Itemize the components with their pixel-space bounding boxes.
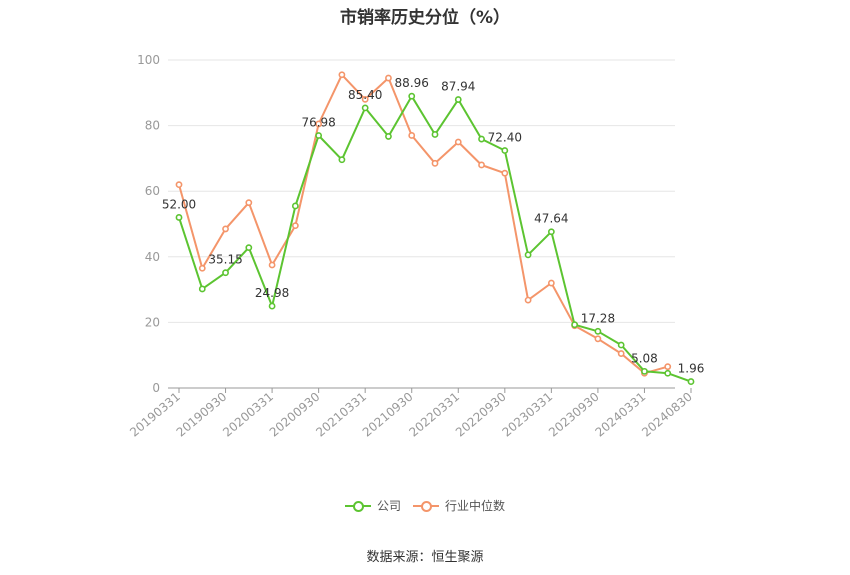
data-label: 1.96	[678, 362, 705, 376]
data-point-industry	[291, 222, 299, 230]
data-point-company	[315, 132, 323, 139]
data-point-company	[408, 92, 416, 100]
data-point-industry	[594, 335, 602, 343]
chart-legend: 公司 行业中位数	[0, 497, 850, 514]
y-tick-label: 0	[152, 381, 160, 395]
data-point-industry	[547, 279, 555, 287]
x-tick-label: 20210930	[360, 390, 416, 440]
data-label: 24.98	[255, 286, 289, 300]
data-label: 35.15	[208, 253, 242, 267]
data-point-company	[361, 104, 369, 112]
legend-label-industry: 行业中位数	[445, 499, 506, 513]
data-point-company	[571, 321, 579, 329]
legend-swatch-industry	[413, 499, 439, 513]
data-point-company	[547, 228, 555, 236]
y-tick-label: 20	[145, 315, 160, 329]
data-point-company	[268, 302, 276, 310]
data-label: 76.98	[301, 116, 335, 130]
x-tick-label: 20210331	[313, 390, 369, 440]
data-point-industry	[268, 261, 276, 269]
data-label: 17.28	[581, 311, 615, 325]
data-point-industry	[501, 169, 509, 177]
data-point-industry	[222, 225, 229, 233]
data-label: 88.96	[395, 76, 429, 90]
data-point-industry	[198, 264, 206, 272]
x-tick-label: 20200331	[220, 390, 276, 440]
y-tick-label: 60	[145, 184, 160, 198]
data-point-industry	[315, 120, 323, 128]
data-point-company	[617, 341, 625, 349]
data-point-company	[385, 133, 392, 140]
data-point-company	[594, 327, 602, 335]
data-point-industry	[524, 296, 532, 304]
data-point-company	[478, 135, 485, 143]
data-point-industry	[617, 350, 625, 357]
data-point-company	[291, 202, 299, 210]
data-point-company	[454, 96, 462, 103]
data-point-company	[175, 214, 183, 221]
data-label: 47.64	[534, 212, 568, 226]
data-point-industry	[408, 132, 416, 139]
data-point-company	[245, 244, 253, 252]
x-tick-label: 20230331	[500, 390, 556, 440]
y-tick-label: 100	[137, 53, 160, 67]
x-tick-label: 20200930	[267, 390, 323, 440]
x-tick-label: 20220930	[453, 390, 509, 440]
x-tick-label: 20220331	[406, 390, 462, 440]
series-line-company	[178, 95, 692, 383]
legend-swatch-company	[344, 499, 371, 513]
data-point-company	[641, 367, 648, 375]
x-tick-label: 20190331	[127, 390, 183, 440]
data-point-industry	[245, 199, 253, 207]
chart-title: 市销率历史分位（%）	[339, 8, 511, 28]
x-tick-label: 20190930	[174, 390, 230, 440]
data-label: 85.40	[348, 88, 382, 102]
data-point-industry	[338, 71, 346, 79]
data-label: 5.08	[631, 351, 658, 365]
data-point-company	[338, 156, 346, 164]
legend-label-company: 公司	[376, 499, 401, 513]
legend-item-company[interactable]: 公司	[344, 497, 401, 514]
data-point-company	[431, 131, 439, 138]
data-point-company	[687, 378, 695, 385]
data-point-industry	[385, 74, 392, 82]
data-point-industry	[175, 181, 183, 189]
y-tick-label: 80	[145, 119, 160, 133]
data-point-company	[222, 269, 229, 277]
data-point-company	[664, 369, 672, 377]
x-tick-label: 20240830	[639, 390, 695, 440]
data-point-industry	[664, 363, 672, 371]
data-point-industry	[478, 161, 485, 169]
y-tick-label: 40	[145, 250, 160, 264]
data-point-industry	[361, 95, 369, 103]
x-tick-label: 20230930	[546, 390, 602, 440]
x-tick-label: 20240331	[593, 390, 649, 440]
data-point-industry	[431, 159, 439, 167]
data-label: 52.00	[162, 197, 196, 211]
data-point-industry	[454, 138, 462, 146]
legend-item-industry[interactable]: 行业中位数	[413, 497, 505, 514]
data-source: 数据来源：恒生聚源	[366, 550, 484, 565]
data-label: 87.94	[441, 80, 475, 94]
data-label: 72.40	[488, 131, 522, 145]
data-point-company	[524, 251, 532, 259]
data-point-company	[501, 147, 509, 154]
series-line-industry	[178, 73, 668, 375]
data-point-company	[198, 285, 206, 293]
